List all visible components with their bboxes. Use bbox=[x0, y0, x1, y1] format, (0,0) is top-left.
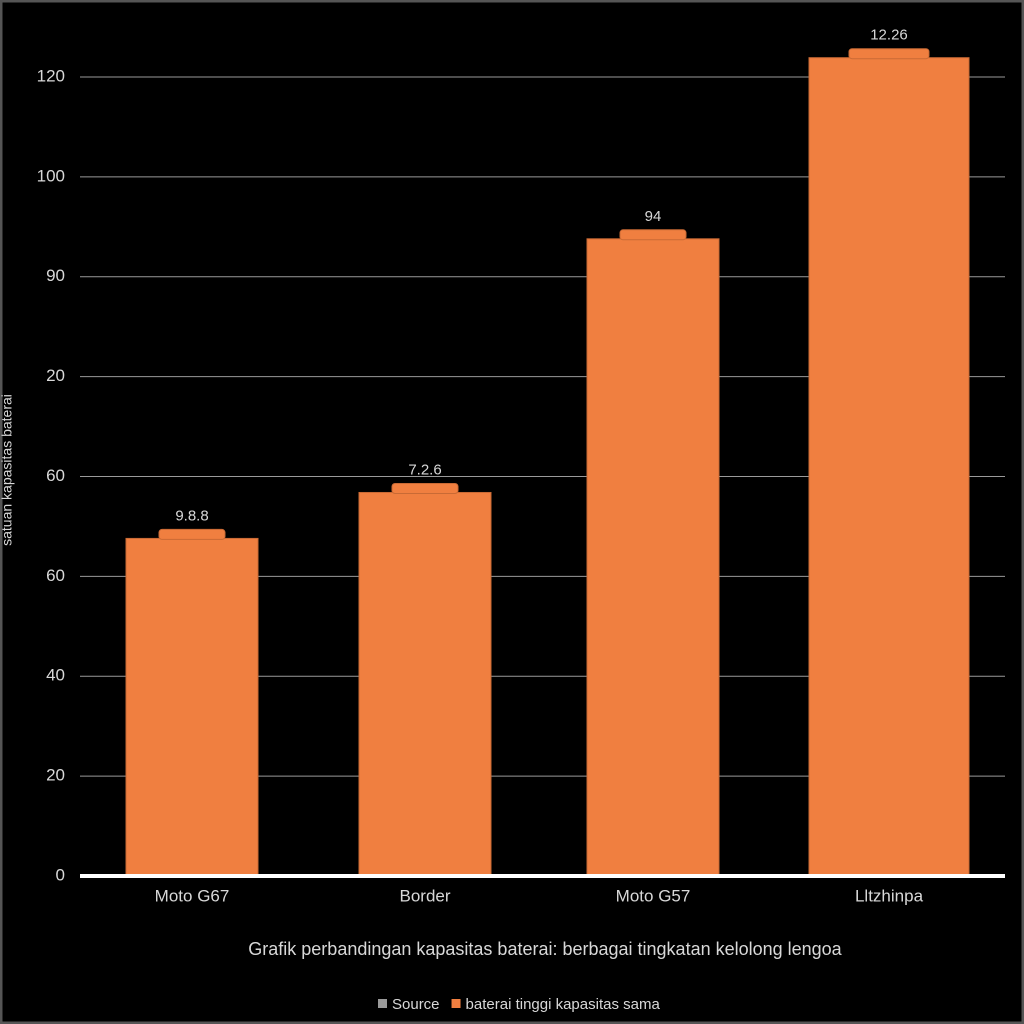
value-label: 7.2.6 bbox=[408, 461, 441, 478]
x-tick-label: Moto G67 bbox=[155, 886, 230, 905]
caption: Grafik perbandingan kapasitas baterai: b… bbox=[248, 939, 842, 959]
legend-label: Source bbox=[392, 996, 440, 1013]
bar-cap bbox=[619, 229, 687, 241]
y-axis-label: satuan kapasitas baterai bbox=[0, 394, 15, 546]
y-tick-label: 20 bbox=[46, 366, 65, 385]
legend-swatch bbox=[451, 999, 461, 1008]
bar bbox=[358, 491, 492, 877]
x-tick-label: Border bbox=[399, 886, 450, 905]
bar-cap bbox=[391, 482, 459, 494]
y-tick-label: 0 bbox=[56, 865, 65, 884]
y-tick-label: 100 bbox=[37, 166, 65, 185]
y-tick-label: 60 bbox=[46, 566, 65, 585]
y-tick-label: 40 bbox=[46, 666, 65, 685]
bar-cap bbox=[848, 48, 930, 60]
bar bbox=[125, 537, 259, 877]
bar-cap bbox=[158, 528, 226, 540]
legend-label: baterai tinggi kapasitas sama bbox=[466, 996, 661, 1013]
x-tick-label: Lltzhinpa bbox=[855, 886, 924, 905]
y-tick-label: 20 bbox=[46, 766, 65, 785]
bar bbox=[808, 57, 970, 877]
value-label: 94 bbox=[645, 208, 662, 225]
y-tick-label: 60 bbox=[46, 466, 65, 485]
y-tick-label: 120 bbox=[37, 66, 65, 85]
value-label: 12.26 bbox=[870, 27, 908, 44]
legend-swatch bbox=[378, 999, 387, 1008]
x-tick-label: Moto G57 bbox=[616, 886, 691, 905]
value-label: 9.8.8 bbox=[175, 507, 208, 524]
bar bbox=[586, 238, 720, 877]
y-tick-label: 90 bbox=[46, 266, 65, 285]
